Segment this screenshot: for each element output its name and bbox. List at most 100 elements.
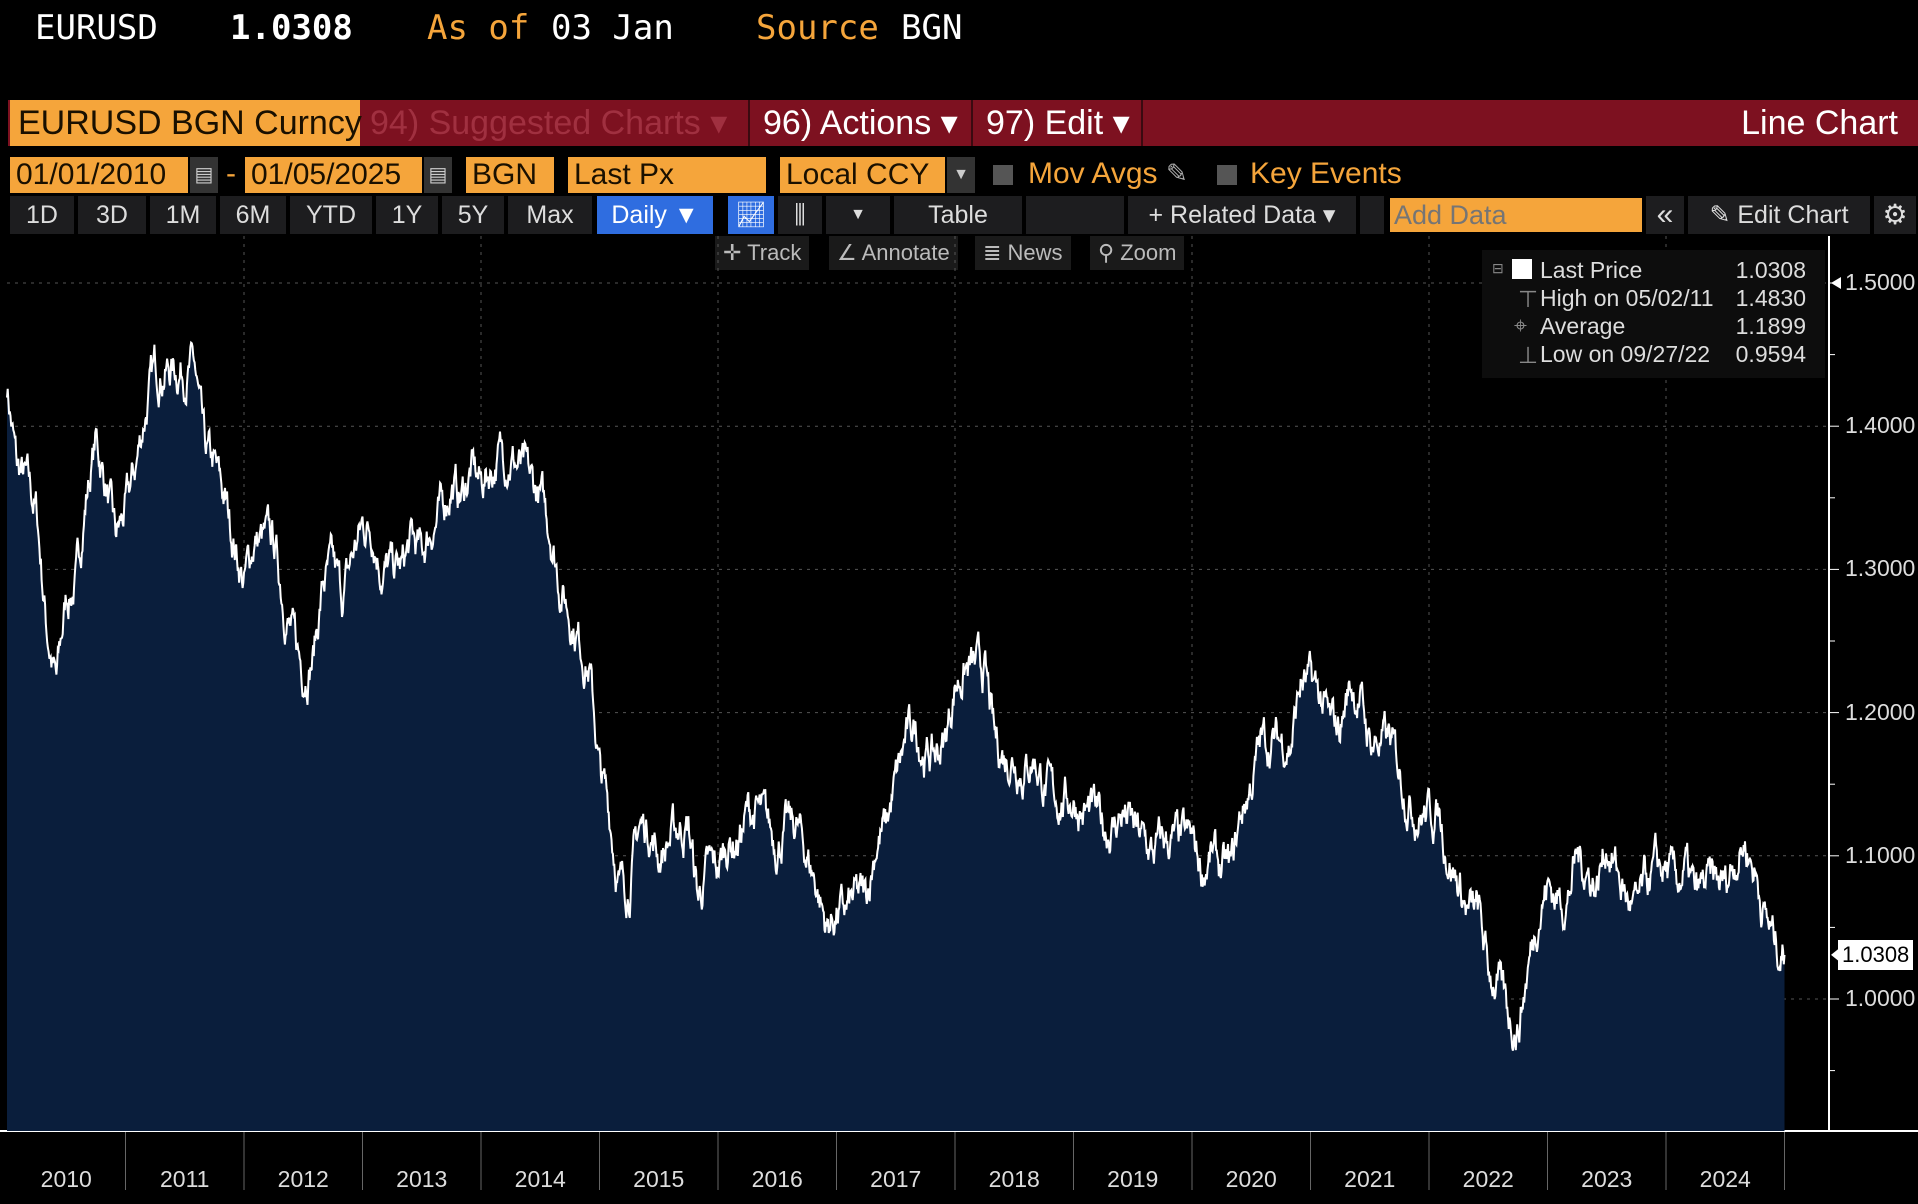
source-label: Source bbox=[756, 8, 879, 48]
legend-label: Average bbox=[1540, 313, 1626, 339]
period-1y[interactable]: 1Y bbox=[376, 196, 440, 234]
news-tool[interactable]: ≣ News bbox=[975, 236, 1071, 270]
annotate-icon: ∠ bbox=[837, 240, 862, 265]
annotate-label: Annotate bbox=[861, 240, 950, 265]
chart-type-label: Line Chart bbox=[1741, 104, 1898, 142]
legend: ⊟ ⊤ ⌖ ⊥ Last Price 1.0308 High on 05/02/1… bbox=[1482, 250, 1825, 378]
period-1d[interactable]: 1D bbox=[10, 196, 76, 234]
period-3d[interactable]: 3D bbox=[78, 196, 148, 234]
x-tick-label: 2017 bbox=[870, 1166, 922, 1192]
price-line bbox=[6, 340, 1786, 1051]
ticker: EURUSD bbox=[35, 8, 158, 48]
period-max[interactable]: Max bbox=[508, 196, 594, 234]
table-button[interactable]: Table bbox=[894, 196, 1024, 234]
chevron-down-icon[interactable]: ▼ bbox=[826, 196, 892, 234]
zoom-label: Zoom bbox=[1120, 240, 1177, 265]
average-marker-icon: ⌖ bbox=[1514, 312, 1527, 338]
key-events-checkbox[interactable] bbox=[1217, 165, 1237, 185]
legend-value: 1.1899 bbox=[1735, 313, 1806, 339]
x-tick-label: 2024 bbox=[1699, 1166, 1751, 1192]
legend-row: Low on 09/27/22 0.9594 bbox=[1540, 341, 1820, 368]
legend-value: 1.0308 bbox=[1735, 257, 1806, 283]
x-tick-label: 2020 bbox=[1225, 1166, 1277, 1192]
actions-menu[interactable]: 96) Actions ▾ bbox=[755, 100, 973, 146]
legend-value: 1.4830 bbox=[1735, 285, 1806, 311]
x-tick-label: 2012 bbox=[277, 1166, 329, 1192]
y-tick-label: 1.3000 bbox=[1845, 555, 1916, 582]
start-date-input[interactable]: 01/01/2010 bbox=[10, 157, 188, 193]
news-icon: ≣ bbox=[983, 240, 1008, 265]
currency-select[interactable]: Local CCY bbox=[780, 157, 945, 193]
collapse-button[interactable]: « bbox=[1646, 196, 1686, 234]
toolbar-spacer bbox=[1360, 196, 1386, 234]
y-tick-label: 1.0000 bbox=[1845, 985, 1916, 1011]
x-tick-label: 2011 bbox=[160, 1166, 210, 1192]
x-tick-label: 2022 bbox=[1462, 1166, 1514, 1192]
crosshair-icon: ✛ bbox=[723, 240, 748, 265]
legend-value: 0.9594 bbox=[1735, 341, 1806, 367]
toolbar-spacer bbox=[1026, 196, 1126, 234]
period-1m[interactable]: 1M bbox=[150, 196, 218, 234]
source-field[interactable]: BGN bbox=[466, 157, 554, 193]
source-value: BGN bbox=[901, 8, 963, 48]
x-tick-label: 2018 bbox=[988, 1166, 1040, 1192]
pencil-icon: ✎ bbox=[1709, 201, 1738, 229]
period-6m[interactable]: 6M bbox=[220, 196, 288, 234]
period-5y[interactable]: 5Y bbox=[442, 196, 506, 234]
low-marker-icon: ⊥ bbox=[1518, 342, 1539, 368]
magnifier-icon: ⚲ bbox=[1098, 240, 1121, 265]
frequency-select[interactable]: Daily ▼ bbox=[597, 196, 715, 234]
key-events-label[interactable]: Key Events bbox=[1250, 157, 1402, 190]
x-tick-label: 2015 bbox=[633, 1166, 685, 1192]
x-tick-label: 2014 bbox=[514, 1166, 566, 1192]
add-data-input[interactable] bbox=[1390, 198, 1642, 232]
date-dash: - bbox=[226, 157, 236, 190]
related-data-button[interactable]: + Related Data ▾ bbox=[1128, 196, 1358, 234]
x-tick-label: 2021 bbox=[1344, 1166, 1396, 1192]
y-tick-label: 1.4000 bbox=[1845, 412, 1916, 439]
mov-avgs-label[interactable]: Mov Avgs bbox=[1028, 157, 1158, 190]
last-price-tag: 1.0308 bbox=[1838, 940, 1914, 970]
axis-pointer bbox=[1831, 277, 1841, 289]
chevron-down-icon[interactable]: ▼ bbox=[947, 157, 975, 193]
edit-chart-button[interactable]: ✎ Edit Chart bbox=[1688, 196, 1872, 234]
last-price: 1.0308 bbox=[230, 8, 353, 48]
suggested-charts-menu[interactable]: 94) Suggested Charts ▾ bbox=[362, 100, 750, 146]
annotate-tool[interactable]: ∠ Annotate bbox=[829, 236, 958, 270]
line-chart-icon[interactable]: 📈︎ bbox=[728, 196, 776, 234]
high-marker-icon: ⊤ bbox=[1518, 286, 1539, 312]
security-field[interactable]: EURUSD BGN Curncy bbox=[10, 100, 362, 146]
legend-label: Last Price bbox=[1540, 257, 1643, 283]
track-label: Track bbox=[747, 240, 802, 265]
edit-menu[interactable]: 97) Edit ▾ bbox=[978, 100, 1143, 146]
calendar-icon[interactable]: ▤ bbox=[190, 157, 218, 193]
end-date-input[interactable]: 01/05/2025 bbox=[245, 157, 422, 193]
as-of-label: As of bbox=[427, 8, 530, 48]
news-label: News bbox=[1007, 240, 1063, 265]
series-swatch bbox=[1512, 259, 1532, 279]
pencil-icon[interactable]: ✎ bbox=[1166, 158, 1188, 188]
zoom-tool[interactable]: ⚲ Zoom bbox=[1090, 236, 1185, 270]
legend-row: Last Price 1.0308 bbox=[1540, 257, 1820, 284]
collapse-legend-icon[interactable]: ⊟ bbox=[1492, 260, 1504, 276]
x-tick-label: 2023 bbox=[1581, 1166, 1633, 1192]
period-ytd[interactable]: YTD bbox=[290, 196, 374, 234]
area-fill bbox=[7, 342, 1785, 1131]
x-tick-label: 2016 bbox=[751, 1166, 803, 1192]
bar-chart-icon[interactable]: ⫼ bbox=[778, 196, 824, 234]
x-tick-label: 2019 bbox=[1107, 1166, 1159, 1192]
legend-label: Low on 09/27/22 bbox=[1540, 341, 1711, 367]
x-tick-label: 2010 bbox=[40, 1166, 92, 1192]
mov-avgs-checkbox[interactable] bbox=[993, 165, 1013, 185]
gear-icon[interactable]: ⚙ bbox=[1874, 196, 1918, 234]
y-tick-label: 1.2000 bbox=[1845, 698, 1916, 725]
track-tool[interactable]: ✛ Track bbox=[715, 236, 810, 270]
calendar-icon[interactable]: ▤ bbox=[424, 157, 452, 193]
x-tick-label: 2013 bbox=[396, 1166, 448, 1192]
legend-label: High on 05/02/11 bbox=[1540, 285, 1714, 311]
y-tick-label: 1.1000 bbox=[1845, 841, 1916, 868]
legend-row: High on 05/02/11 1.4830 bbox=[1540, 285, 1820, 312]
legend-row: Average 1.1899 bbox=[1540, 313, 1820, 340]
price-field[interactable]: Last Px bbox=[568, 157, 766, 193]
